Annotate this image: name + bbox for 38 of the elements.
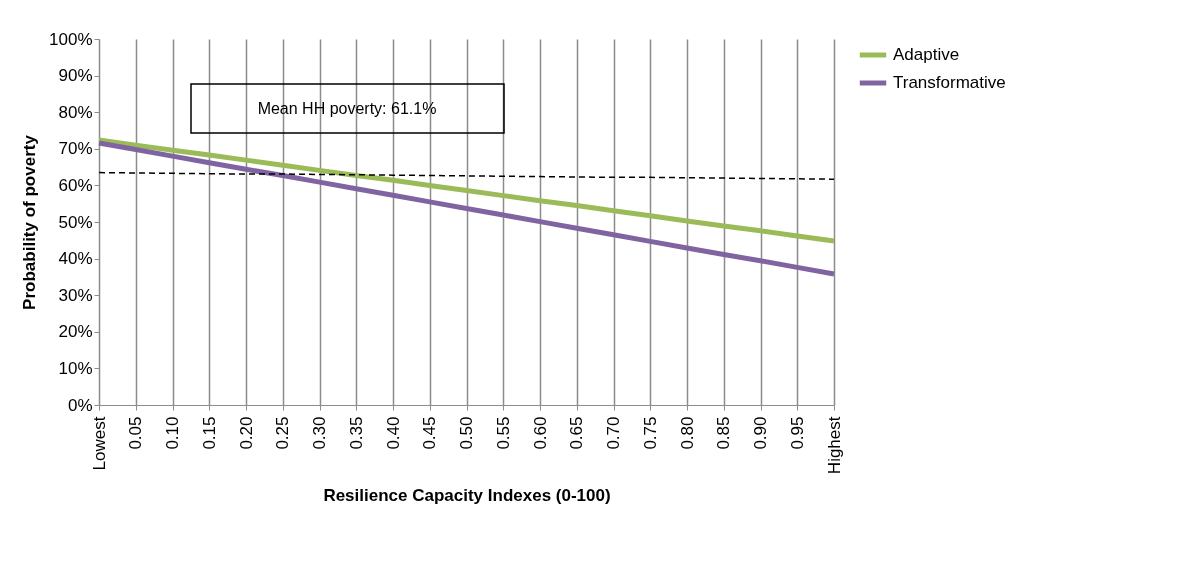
x-tick-label: 0.25 (273, 416, 293, 450)
x-tick-label: 0.65 (567, 416, 587, 450)
x-tick-label: 0.70 (604, 416, 623, 450)
x-tick-label: 0.35 (346, 416, 366, 450)
x-tick-label: 0.05 (126, 416, 146, 450)
x-tick-label: 0.45 (420, 416, 440, 450)
x-axis-title: Resilience Capacity Indexes (0-100) (323, 486, 611, 506)
x-tick-label: 0.20 (236, 416, 256, 450)
x-tick-label: Lowest (89, 416, 109, 471)
x-tick-label: 0.90 (751, 416, 770, 450)
y-tick-label: 50% (58, 212, 93, 232)
y-tick-label: 60% (58, 175, 93, 195)
y-tick-label: 70% (58, 139, 93, 159)
x-tick-label: 0.50 (457, 416, 476, 450)
y-tick-label: 20% (58, 322, 93, 342)
y-tick-label: 40% (58, 249, 93, 269)
x-tick-label: 0.60 (530, 416, 550, 450)
annotation: Mean HH poverty: 61.1% (257, 100, 437, 117)
x-tick-label: 0.95 (787, 416, 807, 450)
y-tick-label: 0% (67, 395, 93, 415)
x-tick-label: 0.40 (383, 416, 403, 450)
y-tick-label: 100% (49, 29, 93, 49)
x-tick-label: 0.80 (677, 416, 697, 450)
y-tick-label: 30% (58, 285, 93, 305)
legend-label: Transformative (893, 73, 1006, 92)
y-tick-label: 80% (58, 102, 93, 122)
x-tick-label: 0.15 (199, 416, 219, 450)
line-series (98, 171, 835, 180)
x-tick-label: 0.30 (310, 416, 329, 450)
y-tick-label: 90% (58, 66, 93, 86)
y-tick-label: 10% (58, 358, 93, 378)
legend-label: Adaptive (893, 45, 960, 64)
x-tick-label: 0.75 (640, 416, 660, 450)
x-tick-label: Highest (824, 416, 844, 475)
x-tick-label: 0.85 (714, 416, 734, 450)
x-tick-label: 0.10 (163, 416, 182, 450)
x-tick-label: 0.55 (493, 416, 513, 450)
y-axis-title: Probability of poverty (20, 134, 40, 310)
